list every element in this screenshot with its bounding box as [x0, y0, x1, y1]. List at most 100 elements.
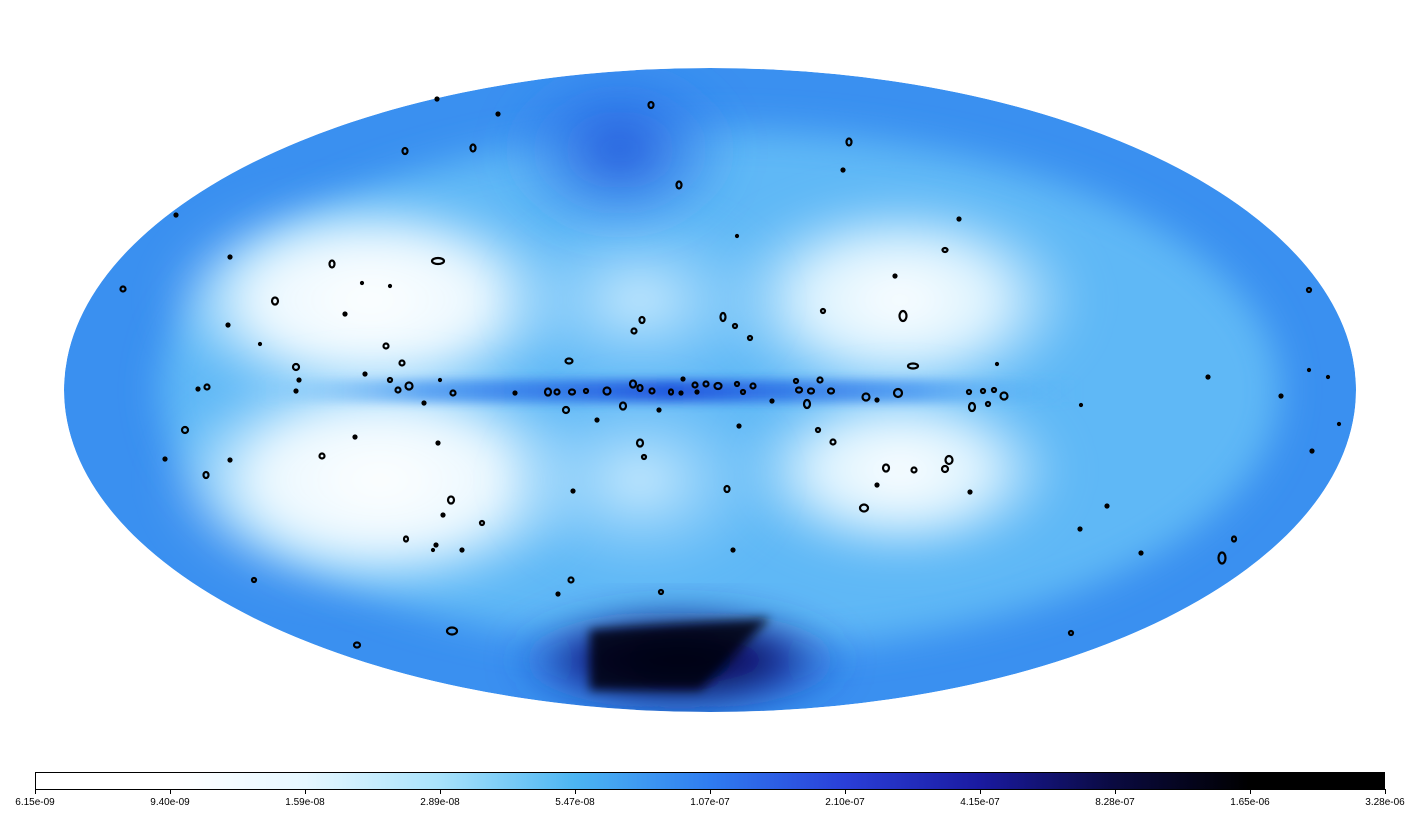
- source-marker: [769, 398, 775, 404]
- colorbar-tick: [34, 789, 36, 794]
- colorbar-tick-label: 6.15e-09: [15, 797, 55, 808]
- source-marker: [1305, 286, 1313, 294]
- source-marker: [829, 438, 837, 446]
- colorbar-tick-label: 1.59e-08: [285, 797, 325, 808]
- source-marker: [352, 641, 362, 649]
- source-marker: [861, 392, 871, 402]
- source-marker: [434, 96, 440, 102]
- source-marker: [1077, 526, 1083, 532]
- source-marker: [749, 382, 757, 390]
- source-marker: [979, 387, 987, 395]
- source-markers: [119, 96, 1342, 649]
- source-marker: [794, 386, 804, 394]
- source-marker: [1217, 551, 1227, 565]
- source-marker: [202, 470, 210, 480]
- source-marker: [1325, 374, 1331, 380]
- colorbar-tick-label: 2.10e-07: [825, 797, 865, 808]
- source-marker: [1205, 374, 1211, 380]
- source-marker: [898, 309, 908, 323]
- source-marker: [594, 417, 600, 423]
- source-marker: [227, 254, 233, 260]
- source-marker: [404, 381, 414, 391]
- source-marker: [675, 180, 683, 190]
- source-marker: [257, 341, 263, 347]
- source-marker: [446, 495, 456, 505]
- source-marker: [195, 386, 201, 392]
- source-marker: [739, 388, 747, 396]
- source-marker: [437, 377, 443, 383]
- source-marker: [713, 381, 723, 391]
- source-marker: [731, 322, 739, 330]
- sky-map-background: [64, 68, 1356, 712]
- source-marker: [421, 400, 427, 406]
- source-marker: [561, 405, 571, 415]
- source-marker: [638, 315, 646, 325]
- colorbar: [35, 772, 1385, 790]
- colorbar-tick: [574, 789, 576, 794]
- source-marker: [956, 216, 962, 222]
- source-marker: [567, 388, 577, 396]
- colorbar-tick: [979, 789, 981, 794]
- source-marker: [994, 361, 1000, 367]
- source-marker: [694, 389, 700, 395]
- source-marker: [352, 434, 358, 440]
- source-marker: [162, 456, 168, 462]
- source-marker: [318, 452, 326, 460]
- source-marker: [543, 387, 553, 397]
- source-marker: [680, 376, 686, 382]
- source-marker: [387, 283, 393, 289]
- source-marker: [636, 383, 644, 393]
- source-marker: [362, 371, 368, 377]
- source-marker: [814, 426, 822, 434]
- colorbar-tick: [1114, 789, 1116, 794]
- colorbar-tick-label: 5.47e-08: [555, 797, 595, 808]
- source-marker: [398, 359, 406, 367]
- source-marker: [382, 342, 390, 350]
- source-marker: [1309, 448, 1315, 454]
- source-marker: [990, 386, 998, 394]
- source-marker: [227, 457, 233, 463]
- source-marker: [965, 388, 973, 396]
- source-marker: [359, 280, 365, 286]
- source-marker: [984, 400, 992, 408]
- colorbar-tick-label: 1.65e-06: [1230, 797, 1270, 808]
- source-marker: [874, 397, 880, 403]
- source-marker: [435, 440, 441, 446]
- source-marker: [173, 212, 179, 218]
- colorbar-tick-label: 9.40e-09: [150, 797, 190, 808]
- colorbar-tick-label: 3.28e-06: [1365, 797, 1405, 808]
- source-marker: [291, 362, 301, 372]
- source-marker: [635, 438, 645, 448]
- source-marker: [567, 576, 575, 584]
- colorbar-tick: [844, 789, 846, 794]
- source-marker: [910, 466, 918, 474]
- source-marker: [892, 273, 898, 279]
- source-marker: [858, 503, 870, 513]
- source-marker: [940, 464, 950, 474]
- colorbar-tick: [439, 789, 441, 794]
- source-marker: [640, 453, 648, 461]
- source-marker: [736, 423, 742, 429]
- source-marker: [250, 576, 258, 584]
- source-marker: [792, 377, 800, 385]
- colorbar-tick-label: 1.07e-07: [690, 797, 730, 808]
- source-marker: [553, 388, 561, 396]
- colorbar-tick-label: 2.89e-08: [420, 797, 460, 808]
- sky-map: [64, 68, 1356, 712]
- source-marker: [806, 387, 816, 395]
- source-marker: [906, 362, 920, 370]
- source-marker: [816, 376, 824, 384]
- source-marker: [628, 379, 638, 389]
- source-marker: [656, 407, 662, 413]
- colorbar-tick: [1384, 789, 1386, 794]
- source-marker: [845, 137, 853, 147]
- source-marker: [401, 146, 409, 156]
- source-marker: [1336, 421, 1342, 427]
- colorbar-ticks: 6.15e-09 9.40e-09 1.59e-08 2.89e-08 5.47e-08…: [0, 789, 1418, 826]
- source-marker: [180, 425, 190, 435]
- source-marker: [1138, 550, 1144, 556]
- source-marker: [495, 111, 501, 117]
- source-marker: [999, 391, 1009, 401]
- source-marker: [440, 512, 446, 518]
- source-marker: [1104, 503, 1110, 509]
